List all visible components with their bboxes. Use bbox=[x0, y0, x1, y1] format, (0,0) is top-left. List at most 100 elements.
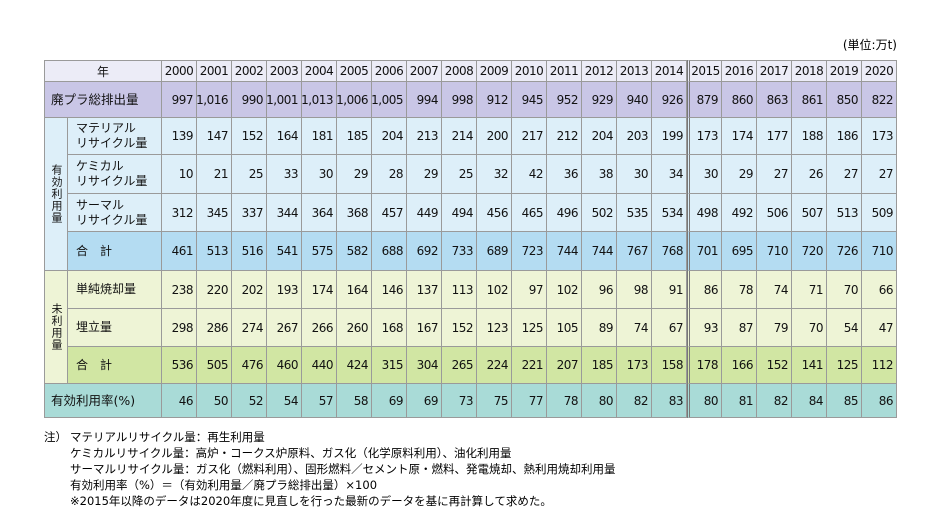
value-cell: 71 bbox=[792, 271, 827, 309]
value-cell: 186 bbox=[827, 118, 862, 155]
value-cell: 476 bbox=[232, 347, 267, 384]
value-cell: 173 bbox=[687, 118, 722, 155]
value-cell: 536 bbox=[162, 347, 197, 384]
value-cell: 46 bbox=[162, 384, 197, 418]
value-cell: 424 bbox=[337, 347, 372, 384]
value-cell: 178 bbox=[687, 347, 722, 384]
value-cell: 345 bbox=[197, 194, 232, 232]
group-label: 有効利用量 bbox=[44, 118, 68, 271]
note-line: サーマルリサイクル量：ガス化（燃料利用）、固形燃料／セメント原・燃料、発電焼却、… bbox=[70, 462, 616, 476]
value-cell: 52 bbox=[232, 384, 267, 418]
value-cell: 105 bbox=[547, 309, 582, 347]
row-label-line: サーマル bbox=[76, 197, 125, 212]
year-header: 2006 bbox=[372, 60, 407, 82]
value-cell: 822 bbox=[862, 82, 897, 118]
value-cell: 720 bbox=[792, 232, 827, 271]
row-label: ケミカル リサイクル量 bbox=[68, 155, 162, 194]
value-cell: 85 bbox=[827, 384, 862, 418]
value-cell: 58 bbox=[337, 384, 372, 418]
note-line: マテリアルリサイクル量：再生利用量 bbox=[70, 430, 265, 444]
year-header: 2018 bbox=[792, 60, 827, 82]
value-cell: 940 bbox=[617, 82, 652, 118]
year-header: 2017 bbox=[757, 60, 792, 82]
value-cell: 152 bbox=[232, 118, 267, 155]
value-cell: 224 bbox=[477, 347, 512, 384]
value-cell: 513 bbox=[197, 232, 232, 271]
value-cell: 364 bbox=[302, 194, 337, 232]
row-label: 廃プラ総排出量 bbox=[44, 82, 162, 118]
value-cell: 54 bbox=[827, 309, 862, 347]
value-cell: 860 bbox=[722, 82, 757, 118]
value-cell: 174 bbox=[302, 271, 337, 309]
value-cell: 199 bbox=[652, 118, 687, 155]
value-cell: 688 bbox=[372, 232, 407, 271]
value-cell: 861 bbox=[792, 82, 827, 118]
value-cell: 461 bbox=[162, 232, 197, 271]
row-label: マテリアル リサイクル量 bbox=[68, 118, 162, 155]
value-cell: 498 bbox=[687, 194, 722, 232]
value-cell: 77 bbox=[512, 384, 547, 418]
value-cell: 81 bbox=[722, 384, 757, 418]
value-cell: 513 bbox=[827, 194, 862, 232]
value-cell: 147 bbox=[197, 118, 232, 155]
value-cell: 125 bbox=[827, 347, 862, 384]
value-cell: 84 bbox=[792, 384, 827, 418]
value-cell: 202 bbox=[232, 271, 267, 309]
value-cell: 692 bbox=[407, 232, 442, 271]
value-cell: 86 bbox=[687, 271, 722, 309]
value-cell: 32 bbox=[477, 155, 512, 194]
value-cell: 286 bbox=[197, 309, 232, 347]
value-cell: 38 bbox=[582, 155, 617, 194]
value-cell: 768 bbox=[652, 232, 687, 271]
value-cell: 27 bbox=[862, 155, 897, 194]
value-cell: 83 bbox=[652, 384, 687, 418]
row-label: 埋立量 bbox=[68, 309, 162, 347]
value-cell: 69 bbox=[407, 384, 442, 418]
value-cell: 200 bbox=[477, 118, 512, 155]
value-cell: 137 bbox=[407, 271, 442, 309]
header-cell: 年 bbox=[44, 60, 162, 82]
value-cell: 460 bbox=[267, 347, 302, 384]
year-header: 2014 bbox=[652, 60, 687, 82]
year-header: 2019 bbox=[827, 60, 862, 82]
year-header: 2004 bbox=[302, 60, 337, 82]
year-header: 2002 bbox=[232, 60, 267, 82]
value-cell: 494 bbox=[442, 194, 477, 232]
value-cell: 221 bbox=[512, 347, 547, 384]
value-cell: 123 bbox=[477, 309, 512, 347]
unit-label: (単位:万t) bbox=[842, 38, 897, 52]
value-cell: 204 bbox=[372, 118, 407, 155]
row-label-line: 単純焼却量 bbox=[76, 282, 137, 296]
value-cell: 98 bbox=[617, 271, 652, 309]
row-label: 合 計 bbox=[68, 232, 162, 271]
value-cell: 204 bbox=[582, 118, 617, 155]
value-cell: 929 bbox=[582, 82, 617, 118]
value-cell: 274 bbox=[232, 309, 267, 347]
year-header: 2000 bbox=[162, 60, 197, 82]
value-cell: 689 bbox=[477, 232, 512, 271]
value-cell: 701 bbox=[687, 232, 722, 271]
value-cell: 164 bbox=[337, 271, 372, 309]
year-header: 2011 bbox=[547, 60, 582, 82]
value-cell: 139 bbox=[162, 118, 197, 155]
value-cell: 66 bbox=[862, 271, 897, 309]
value-cell: 75 bbox=[477, 384, 512, 418]
value-cell: 1,001 bbox=[266, 82, 302, 118]
value-cell: 173 bbox=[617, 347, 652, 384]
value-cell: 457 bbox=[372, 194, 407, 232]
value-cell: 102 bbox=[547, 271, 582, 309]
year-header: 2012 bbox=[582, 60, 617, 82]
value-cell: 368 bbox=[337, 194, 372, 232]
value-cell: 193 bbox=[267, 271, 302, 309]
value-cell: 30 bbox=[302, 155, 337, 194]
value-cell: 29 bbox=[722, 155, 757, 194]
value-cell: 79 bbox=[757, 309, 792, 347]
value-cell: 36 bbox=[547, 155, 582, 194]
value-cell: 879 bbox=[687, 82, 722, 118]
value-cell: 146 bbox=[372, 271, 407, 309]
value-cell: 304 bbox=[407, 347, 442, 384]
value-cell: 10 bbox=[162, 155, 197, 194]
year-header: 2005 bbox=[337, 60, 372, 82]
value-cell: 912 bbox=[477, 82, 512, 118]
